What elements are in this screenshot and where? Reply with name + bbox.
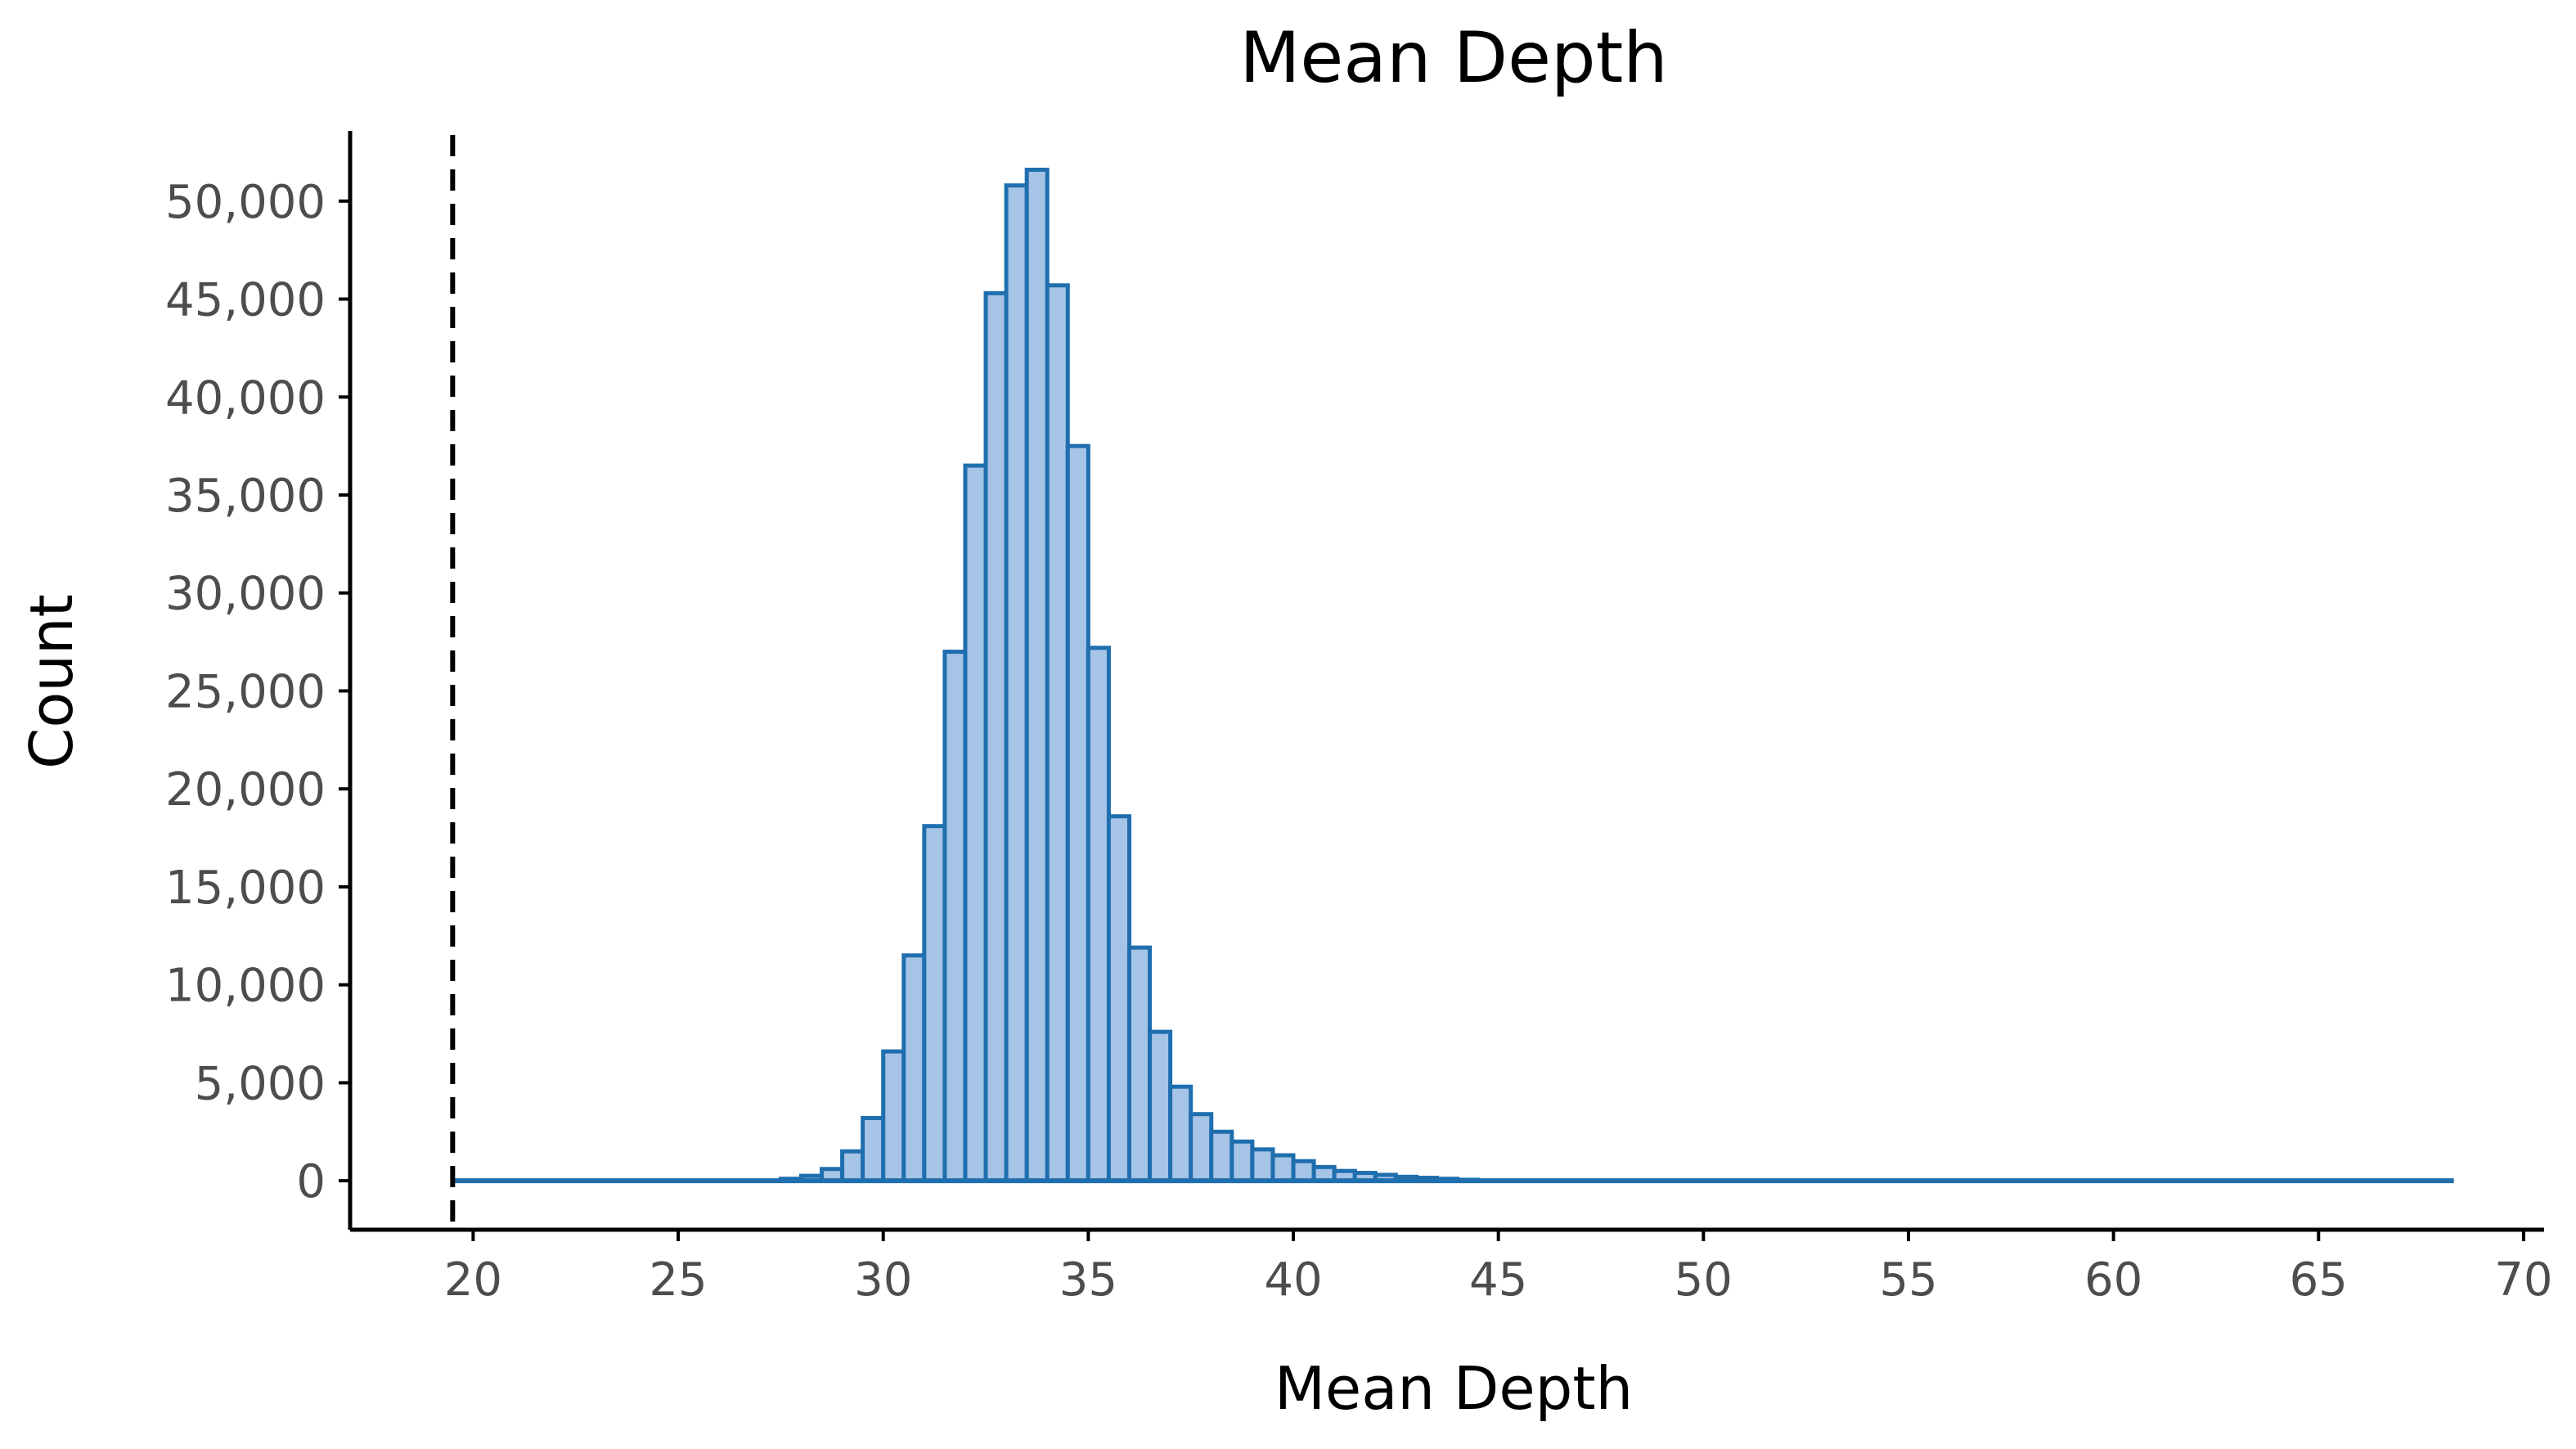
histogram-bar xyxy=(1189,1112,1214,1183)
x-tick-label: 30 xyxy=(854,1253,912,1307)
x-tick-label: 60 xyxy=(2084,1253,2142,1307)
x-tick-label: 50 xyxy=(1675,1253,1733,1307)
histogram-bar xyxy=(1024,167,1050,1183)
histogram-bar xyxy=(922,824,947,1183)
y-axis-label: Count xyxy=(17,594,86,769)
y-tick-label: 5,000 xyxy=(195,1057,326,1110)
histogram-bar xyxy=(1270,1153,1296,1183)
histogram-bar xyxy=(840,1149,865,1183)
histogram-bars xyxy=(778,167,1481,1183)
histogram-bar xyxy=(1168,1084,1194,1183)
histogram-bar xyxy=(963,463,988,1183)
x-axis-label: Mean Depth xyxy=(1275,1354,1633,1423)
x-tick-label: 20 xyxy=(444,1253,502,1307)
histogram-bar xyxy=(1126,945,1153,1183)
histogram-bar xyxy=(1045,283,1070,1183)
histogram-bar xyxy=(881,1049,906,1183)
y-tick-label: 25,000 xyxy=(165,665,326,718)
x-tick-label: 45 xyxy=(1469,1253,1527,1307)
histogram-bar xyxy=(861,1116,886,1183)
y-tick-label: 10,000 xyxy=(165,960,326,1013)
x-tick-label: 65 xyxy=(2290,1253,2348,1307)
y-tick-label: 20,000 xyxy=(165,763,326,817)
y-axis-ticks: 0 5,000 10,000 15,000 20,000 25,000 30,000 35,0… xyxy=(165,176,350,1208)
y-tick-label: 50,000 xyxy=(165,176,326,229)
x-tick-label: 70 xyxy=(2494,1253,2552,1307)
chart-title: Mean Depth xyxy=(1239,17,1668,99)
x-tick-label: 35 xyxy=(1059,1253,1117,1307)
x-tick-label: 40 xyxy=(1264,1253,1322,1307)
histogram-bar xyxy=(942,650,968,1183)
y-tick-label: 0 xyxy=(296,1155,326,1208)
x-axis-ticks: 20 25 30 35 40 45 50 55 60 65 70 xyxy=(444,1230,2553,1307)
y-tick-label: 35,000 xyxy=(165,470,326,523)
x-tick-label: 25 xyxy=(649,1253,707,1307)
histogram-bar xyxy=(1106,814,1131,1183)
y-tick-label: 15,000 xyxy=(165,862,326,915)
y-tick-label: 40,000 xyxy=(165,371,326,425)
histogram-bar xyxy=(1250,1147,1275,1183)
histogram-bar xyxy=(1291,1159,1316,1183)
histogram-bar xyxy=(1148,1029,1173,1183)
x-tick-label: 55 xyxy=(1879,1253,1937,1307)
y-tick-label: 30,000 xyxy=(165,568,326,621)
histogram-bar xyxy=(1209,1129,1234,1183)
histogram-bar xyxy=(1065,443,1090,1183)
histogram-bar xyxy=(983,290,1009,1183)
y-tick-label: 45,000 xyxy=(165,274,326,327)
histogram-bar xyxy=(1230,1139,1255,1183)
histogram-bar xyxy=(1086,646,1111,1183)
histogram-bar xyxy=(1004,183,1029,1183)
histogram-bar xyxy=(901,953,927,1183)
